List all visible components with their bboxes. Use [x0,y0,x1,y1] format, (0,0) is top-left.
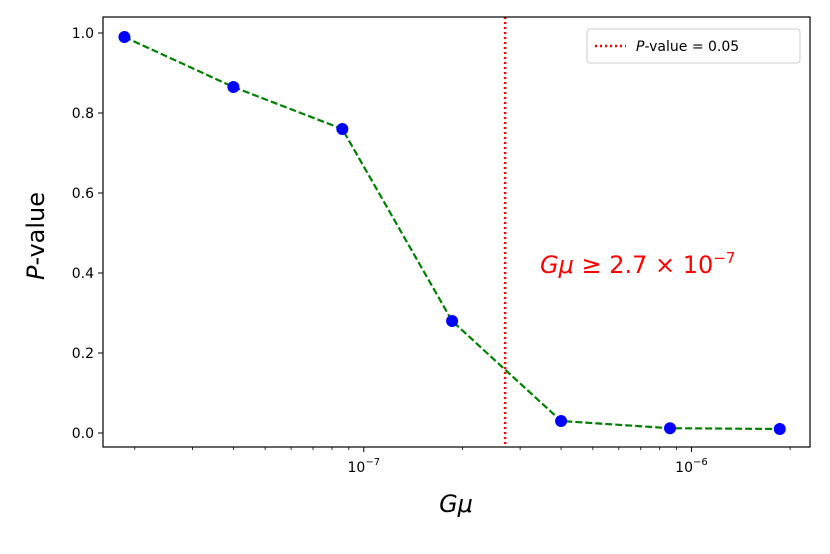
legend-label-italic: P [636,39,645,55]
data-point [555,415,568,427]
legend: P-value = 0.05 [586,28,801,64]
data-point [773,423,786,435]
y-tick-label: 0.4 [72,266,94,282]
plot-area [118,17,786,447]
annotation-italic: Gμ [540,251,574,279]
y-tick-label: 0.0 [72,426,94,442]
x-axis-title: Gμ [439,490,473,518]
data-point [118,31,131,43]
axis-ticks: 0.0 0.2 0.4 0.6 0.8 1.0 10−7 10−6 [72,26,791,476]
data-point [664,422,677,435]
data-point [227,81,240,93]
data-point [446,315,459,327]
x-axis-title-italic: Gμ [439,490,473,518]
annotation-exponent: −7 [713,249,735,267]
x-tick-label: 10−6 [675,457,708,476]
y-tick-label: 1.0 [72,26,94,42]
y-axis-title-rest: -value [22,192,50,266]
legend-label-rest: -value = 0.05 [644,39,739,55]
plot-frame [102,16,811,448]
series-line [123,36,780,431]
y-tick-label: 0.2 [72,346,94,362]
y-axis-title-italic: P [22,265,50,280]
legend-label: P-value = 0.05 [636,39,739,55]
y-tick-label: 0.8 [72,106,94,122]
x-tick-label: 10−7 [348,457,381,476]
annotation-rest: ≥ 2.7 × 10 [574,251,713,279]
data-point [336,123,349,135]
threshold-annotation: Gμ ≥ 2.7 × 10−7 [540,249,735,279]
legend-box [586,28,801,64]
y-axis-title: P-value [22,192,50,280]
y-tick-label: 0.6 [72,186,94,202]
